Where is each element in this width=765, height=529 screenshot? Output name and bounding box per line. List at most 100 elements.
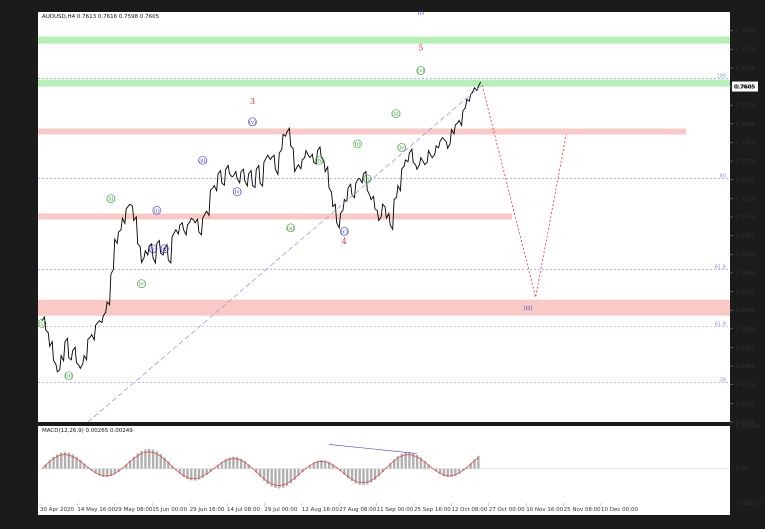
price-tick-label: 0.7365 xyxy=(736,140,756,146)
macd-bar xyxy=(435,468,438,472)
macd-bar xyxy=(469,463,472,469)
macd-bar xyxy=(473,459,476,469)
macd-bar xyxy=(163,457,166,469)
macd-bar xyxy=(358,468,361,485)
wave-label: (iv) xyxy=(233,189,242,196)
macd-bar xyxy=(117,468,120,472)
macd-bar xyxy=(60,452,63,469)
time-tick-label: 29 Jun 16:00 xyxy=(190,507,225,513)
macd-bar xyxy=(52,456,55,469)
macd-bar xyxy=(63,452,67,469)
current-price-tag xyxy=(732,81,758,92)
macd-bar xyxy=(151,449,155,469)
wave-label: 3 xyxy=(250,97,255,106)
macd-bar xyxy=(308,464,312,469)
macd-bar xyxy=(465,467,469,469)
macd-tick-label: 0.00844 xyxy=(736,424,759,430)
wave-label: (b) xyxy=(316,157,324,164)
macd-bar xyxy=(477,455,480,469)
wave-label-circle xyxy=(248,117,257,127)
time-tick-label: 27 Oct 00:00 xyxy=(489,507,525,513)
wave-label: (v) xyxy=(417,68,424,75)
fib-label: 100 xyxy=(716,73,726,79)
time-tick-label: 29 May 08:00 xyxy=(115,507,153,513)
macd-bar xyxy=(327,462,331,469)
price-tick-label: 0.7685 xyxy=(736,66,756,72)
wave-label: (iii) xyxy=(198,157,208,164)
time-tick-label: 11 Sep 00:00 xyxy=(377,507,414,513)
macd-bar xyxy=(369,468,373,483)
wave-label-circle xyxy=(198,155,208,165)
wave-label: (iv) xyxy=(137,281,146,288)
wave-label-circle xyxy=(340,227,349,236)
macd-bar xyxy=(247,464,250,469)
wave-label-circle xyxy=(315,155,324,165)
price-tick-label: 0.7605 xyxy=(736,85,756,91)
macd-bar xyxy=(320,460,323,469)
macd-bar xyxy=(171,465,174,469)
wave-label: (i) xyxy=(154,207,160,214)
time-tick-label: 10 Nov 16:00 xyxy=(526,507,564,513)
wave-label: (ii) xyxy=(161,246,169,253)
macd-bar xyxy=(82,463,86,469)
macd-bar xyxy=(461,468,465,471)
price-tick-label: 0.6245 xyxy=(736,401,756,407)
macd-bar xyxy=(262,468,266,481)
macd-bar xyxy=(281,468,285,488)
macd-bar xyxy=(128,460,132,469)
macd-bar xyxy=(220,461,224,469)
wave-label-circle xyxy=(391,109,401,118)
macd-tick-label: 0.00 xyxy=(736,467,749,473)
price-tick-label: 0.6965 xyxy=(736,234,756,240)
price-tick-label: 0.7445 xyxy=(736,122,756,128)
price-tick-label: 0.6645 xyxy=(736,308,756,314)
macd-bar xyxy=(186,468,189,480)
price-tick-label: 0.6405 xyxy=(736,364,756,370)
macd-bar xyxy=(159,454,162,469)
macd-bar xyxy=(243,461,247,469)
macd-bar xyxy=(278,468,281,489)
macd-bar xyxy=(75,456,78,469)
macd-bar xyxy=(236,457,239,469)
wave-label-circle xyxy=(232,187,242,197)
wave-label: (iii) xyxy=(106,196,116,203)
macd-bar xyxy=(362,468,365,486)
macd-bar xyxy=(148,448,151,469)
macd-bar xyxy=(366,468,369,485)
time-tick-label: 27 Aug 08:00 xyxy=(339,507,377,513)
macd-bar xyxy=(182,468,185,477)
wave-label: (v) xyxy=(249,119,256,126)
macd-bar xyxy=(400,453,404,469)
fib-label: 38 xyxy=(720,377,726,383)
macd-bar xyxy=(216,464,220,469)
time-tick-label: 15 Jun 00:00 xyxy=(152,507,187,513)
macd-bar xyxy=(48,460,51,469)
macd-bar xyxy=(113,468,117,475)
macd-bar xyxy=(90,468,94,471)
wave-label-circle xyxy=(362,174,372,184)
price-tick-label: 0.7525 xyxy=(736,103,756,109)
time-tick-label: 25 Sep 16:00 xyxy=(414,507,451,513)
price-series-line xyxy=(41,81,482,373)
macd-bar xyxy=(98,468,101,476)
green-zone-current xyxy=(38,79,730,87)
macd-bar xyxy=(105,468,109,478)
macd-bar xyxy=(193,468,197,481)
wave-label-circle xyxy=(160,244,169,254)
macd-bar xyxy=(190,468,193,481)
macd-bar xyxy=(396,456,400,469)
wave-label: (ii) xyxy=(65,373,73,380)
red-zone-lower xyxy=(38,299,730,316)
macd-title: MACD(12,26,9) 0.00265 0.00249 xyxy=(42,428,133,434)
wave-label-circle xyxy=(286,223,296,233)
fib-label: 61.8 xyxy=(715,321,726,327)
macd-bar xyxy=(289,468,293,484)
macd-divergence-line xyxy=(328,444,418,454)
macd-bar xyxy=(109,468,113,477)
wave-label-circle xyxy=(353,139,363,149)
time-tick-label: 12 Oct 08:00 xyxy=(451,507,487,513)
macd-bar xyxy=(205,468,208,475)
green-zone-top xyxy=(38,36,730,44)
price-tick-label: 0.6725 xyxy=(736,290,756,296)
